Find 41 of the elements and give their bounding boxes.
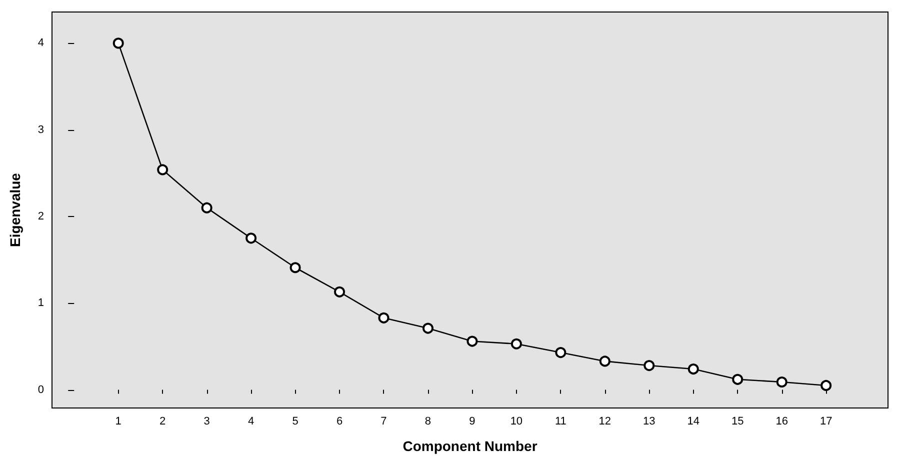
x-tick-label: 9 [469,416,476,428]
point [201,202,212,214]
x-tick-label: 2 [160,416,166,428]
point [555,347,566,358]
x-tick-label: 10 [510,416,523,428]
point [776,376,788,388]
x-tick-label: 15 [731,416,744,428]
y-tick-label: 4 [38,37,44,50]
point [599,356,610,367]
x-tick-label: 8 [424,416,432,428]
point [334,286,346,298]
x-tick-label: 17 [820,416,832,428]
point [820,380,832,391]
x-tick-label: 4 [248,416,254,428]
x-tick-label: 1 [115,416,122,428]
point [644,360,655,372]
x-tick-label: 5 [292,416,298,428]
y-tick-label: 3 [38,124,44,136]
x-tick-label: 13 [643,416,656,428]
x-axis-title: Component Number [402,438,538,454]
x-tick-label: 16 [776,416,788,428]
y-tick-label: 0 [38,384,44,396]
x-tick-label: 14 [687,416,700,428]
point [290,262,301,274]
point [246,232,257,244]
point [112,38,124,49]
point [157,164,168,176]
point [510,338,522,350]
point [378,312,390,324]
x-tick-label: 3 [204,416,210,428]
point [688,364,699,375]
y-tick-label: 1 [38,297,44,310]
point [466,336,478,347]
point [732,374,744,385]
x-tick-label: 6 [336,416,343,428]
x-tick-label: 7 [380,416,387,428]
y-tick-label: 2 [38,210,44,222]
x-tick-label: 12 [598,416,612,428]
point [422,322,434,334]
y-axis-title: Eigenvalue [7,172,23,247]
x-tick-label: 11 [554,416,566,428]
